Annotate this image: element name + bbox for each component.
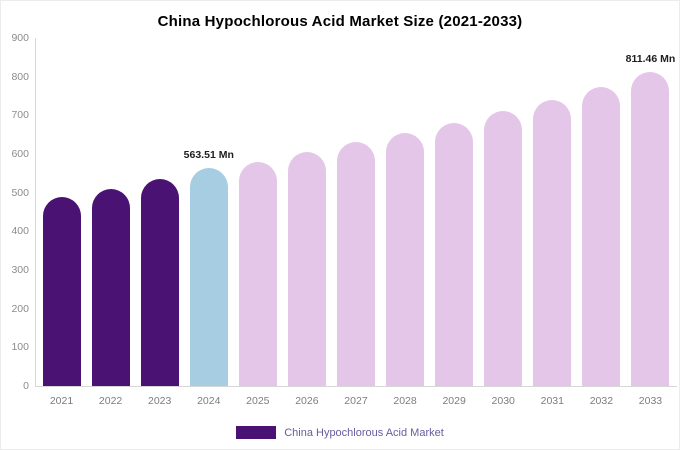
x-axis-tick-label: 2027 [344,395,368,407]
y-axis-tick-label: 400 [11,225,29,238]
y-axis-tick-label: 300 [11,264,29,276]
bar-2027 [337,142,375,386]
bar-2032 [582,87,621,386]
legend: China Hypochlorous Acid Market [1,426,679,439]
bar-chart: 0 100 200 300 400 500 600 700 800 900 2021 2022 2023… [1,32,680,410]
bar-2025 [238,161,277,386]
x-axis-tick-label: 2032 [589,395,614,407]
bar-2022 [91,188,130,386]
legend-label: China Hypochlorous Acid Market [284,426,444,439]
y-axis-tick-label: 700 [11,109,29,122]
bar-2029 [435,123,474,386]
x-axis-tick-label: 2025 [246,395,270,407]
chart-title: China Hypochlorous Acid Market Size (202… [157,13,523,30]
bar-2033 [631,72,670,386]
bar-2031 [533,99,572,386]
x-axis-tick-label: 2033 [638,395,663,407]
y-axis-tick-label: 0 [23,380,29,392]
bar-value-label: 811.46 Mn [625,53,676,66]
x-axis-tick-label: 2028 [393,395,417,407]
x-axis-tick-label: 2021 [49,395,74,407]
y-axis-tick-label: 500 [11,186,29,199]
x-axis-line [35,386,677,387]
legend-swatch [236,426,277,439]
bar-2030 [484,111,523,386]
bar-2026 [287,152,326,386]
x-axis-tick-label: 2026 [295,395,319,407]
y-axis-tick-label: 100 [11,341,29,354]
bar-2024 [189,168,228,386]
x-axis-tick-label: 2030 [491,395,515,407]
bar-2028 [386,132,425,386]
y-axis-tick-label: 800 [11,70,29,83]
bar-2021 [42,196,81,386]
y-axis-tick-label: 600 [11,148,29,160]
x-axis-tick-label: 2023 [147,395,172,407]
x-axis-tick-label: 2022 [98,395,123,407]
y-axis-tick-label: 900 [11,32,29,44]
y-axis-line [35,38,36,387]
x-axis-tick-label: 2024 [197,395,221,407]
y-axis-tick-label: 200 [11,302,29,315]
bar-value-label: 563.51 Mn [183,149,234,162]
x-axis-tick-label: 2029 [442,395,466,407]
bar-2023 [140,179,179,386]
x-axis-tick-label: 2031 [540,395,564,407]
